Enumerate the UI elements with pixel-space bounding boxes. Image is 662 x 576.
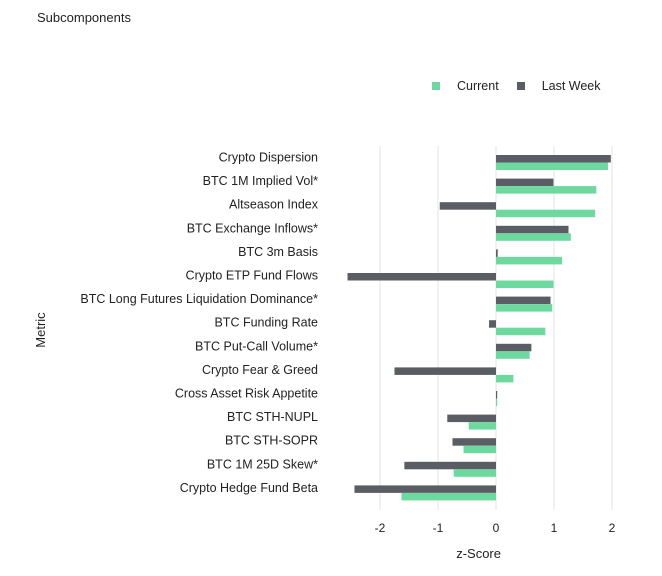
legend-label-current: Current (457, 79, 499, 93)
category-label: BTC STH-SOPR (225, 434, 318, 448)
bar-current (468, 422, 496, 430)
bar-current (463, 445, 496, 454)
bar-last-week (496, 296, 551, 305)
category-label: Cross Asset Risk Appetite (175, 387, 318, 401)
x-tick-label: 1 (551, 521, 558, 535)
legend-swatch-current (432, 82, 440, 90)
category-label: BTC 1M Implied Vol* (203, 174, 318, 188)
x-tick-label: 0 (493, 521, 500, 535)
category-label: BTC 1M 25D Skew* (207, 457, 318, 471)
bar-current (496, 398, 498, 406)
bar-last-week (496, 178, 554, 187)
bar-last-week (447, 414, 496, 423)
category-labels: Crypto Dispersion BTC 1M Implied Vol* Alts… (80, 151, 318, 495)
bar-current (496, 209, 596, 218)
category-label: BTC Funding Rate (214, 316, 318, 330)
category-label: Altseason Index (229, 198, 319, 212)
x-tick-label: -2 (375, 521, 386, 535)
bar-last-week (489, 320, 496, 328)
bar-current (401, 492, 496, 501)
x-axis-title: z-Score (456, 546, 501, 561)
bars (347, 155, 611, 501)
y-axis-title: Metric (33, 312, 48, 348)
bar-last-week (496, 249, 498, 257)
legend-label-last-week: Last Week (541, 79, 601, 93)
bar-last-week (404, 461, 496, 470)
legend-swatch-last-week (516, 82, 525, 90)
bar-last-week (496, 391, 498, 399)
category-label: Crypto Hedge Fund Beta (180, 481, 318, 495)
x-tick-labels: -2 -1 0 1 2 (375, 521, 616, 535)
x-tick-label: 2 (609, 521, 616, 535)
bar-last-week (452, 438, 496, 446)
legend-item-current: Current (432, 79, 499, 93)
category-label: Crypto Dispersion (219, 151, 318, 165)
bar-current (496, 351, 530, 359)
bar-last-week (496, 225, 569, 234)
bar-current (496, 233, 571, 241)
bar-current (453, 469, 496, 477)
x-tick-label: -1 (433, 521, 444, 535)
category-label: BTC Exchange Inflows* (187, 221, 318, 235)
bar-last-week (394, 367, 496, 375)
bar-last-week (354, 485, 496, 493)
bar-current (496, 186, 597, 194)
bar-last-week (496, 155, 611, 163)
bar-current (496, 304, 553, 312)
bar-current (496, 280, 554, 288)
chart-title: Subcomponents (37, 10, 131, 25)
bar-last-week (496, 343, 532, 352)
category-label: Crypto ETP Fund Flows (186, 269, 318, 283)
bar-current (496, 327, 546, 336)
category-label: BTC Put-Call Volume* (195, 339, 318, 353)
bar-current (496, 374, 514, 383)
category-label: Crypto Fear & Greed (202, 363, 318, 377)
bar-last-week (347, 273, 496, 281)
category-label: BTC STH-NUPL (227, 410, 318, 424)
chart-legend: Current Last Week (432, 79, 619, 93)
category-label: BTC Long Futures Liquidation Dominance* (80, 292, 318, 306)
bar-last-week (439, 202, 496, 210)
category-label: BTC 3m Basis (238, 245, 318, 259)
legend-item-last-week: Last Week (516, 79, 601, 93)
bar-current (496, 162, 608, 170)
bar-current (496, 256, 563, 265)
